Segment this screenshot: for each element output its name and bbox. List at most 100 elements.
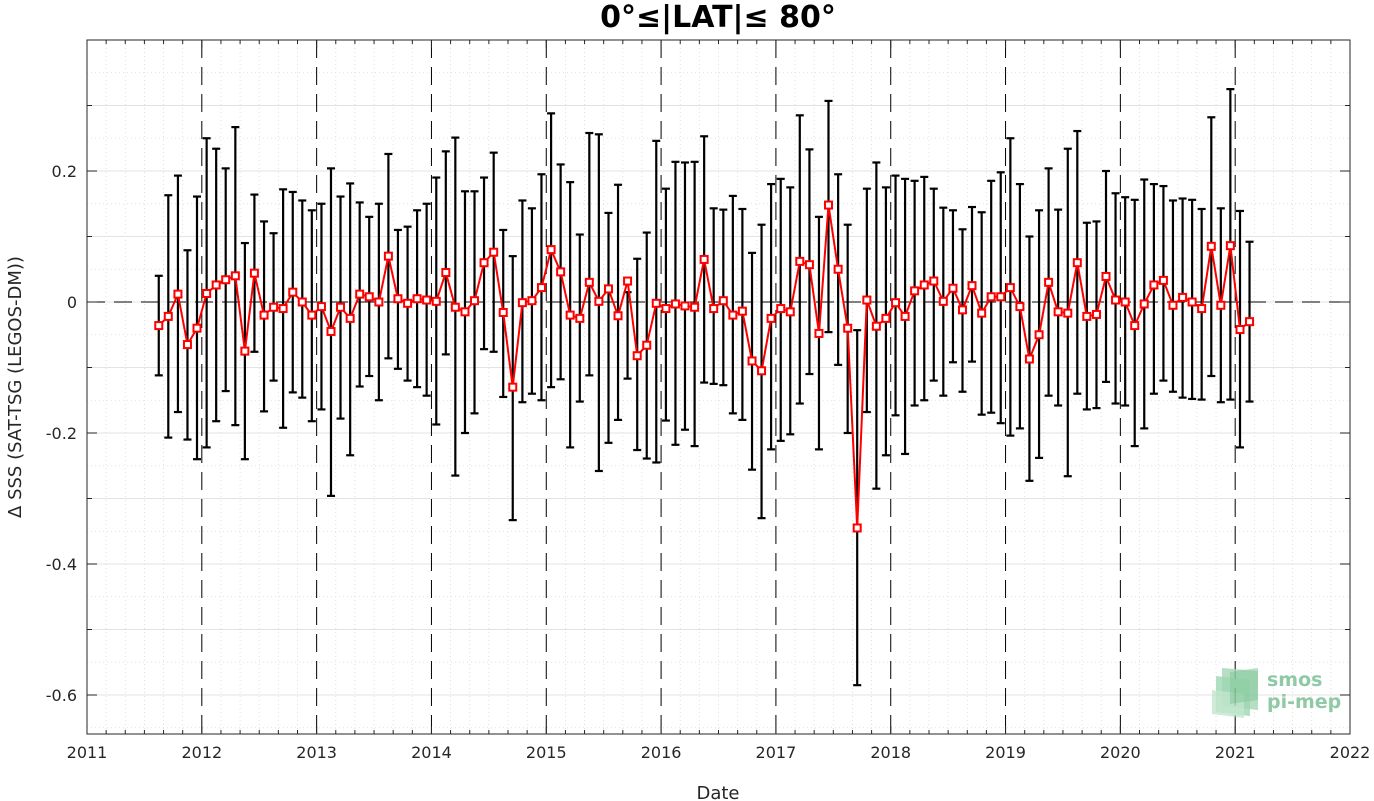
data-point-marker	[804, 260, 814, 270]
chart-title: 0°≤|LAT|≤ 80°	[600, 0, 836, 35]
x-tick-label: 2021	[1215, 743, 1256, 762]
data-point-marker	[412, 294, 422, 304]
data-point-marker	[240, 346, 250, 356]
data-point-marker	[967, 281, 977, 291]
data-point-marker	[1053, 307, 1063, 317]
data-point-marker	[1005, 283, 1015, 293]
x-tick-label: 2019	[985, 743, 1026, 762]
data-point-marker	[1120, 297, 1130, 307]
data-point-marker	[661, 304, 671, 314]
data-point-marker	[757, 366, 767, 376]
logo-text-pimep: pi-mep	[1267, 691, 1341, 713]
data-point-marker	[642, 340, 652, 350]
data-point-marker	[1082, 311, 1092, 321]
data-point-marker	[1130, 321, 1140, 331]
data-point-marker	[221, 275, 231, 285]
x-axis-label: Date	[696, 783, 739, 801]
data-point-marker	[1072, 258, 1082, 268]
y-tick-labels: 0.2 0 -0.2 -0.4 -0.6	[46, 162, 77, 705]
data-point-marker	[1206, 241, 1216, 251]
data-point-marker	[843, 323, 853, 333]
data-point-marker	[833, 264, 843, 274]
logo-text-smos: smos	[1267, 669, 1322, 691]
y-tick-label: 0	[67, 293, 77, 312]
data-point-marker	[479, 258, 489, 268]
data-point-marker	[1197, 304, 1207, 314]
smos-pi-mep-logo: smos pi-mep	[1212, 668, 1341, 718]
data-point-marker	[948, 283, 958, 293]
data-point-marker	[766, 313, 776, 323]
data-point-marker	[460, 307, 470, 317]
data-point-marker	[728, 310, 738, 320]
data-point-marker	[795, 256, 805, 266]
x-tick-label: 2012	[181, 743, 222, 762]
data-point-marker	[690, 302, 700, 312]
data-point-marker	[1139, 299, 1149, 309]
data-point-marker	[1063, 308, 1073, 318]
data-point-marker	[709, 304, 719, 314]
data-point-marker	[977, 308, 987, 318]
data-point-marker	[776, 304, 786, 314]
data-point-marker	[737, 306, 747, 316]
data-point-marker	[297, 297, 307, 307]
data-point-marker	[1149, 280, 1159, 290]
data-point-marker	[163, 311, 173, 321]
data-point-marker	[584, 277, 594, 287]
data-point-marker	[536, 283, 546, 293]
data-point-marker	[1015, 302, 1025, 312]
data-point-marker	[957, 305, 967, 315]
y-tick-label: 0.2	[52, 162, 77, 181]
data-point-marker	[919, 280, 929, 290]
data-point-marker	[431, 296, 441, 306]
data-point-marker	[910, 286, 920, 296]
data-point-marker	[202, 288, 212, 298]
data-point-marker	[881, 313, 891, 323]
data-point-marker	[718, 296, 728, 306]
logo-icon	[1212, 668, 1258, 718]
x-tick-label: 2013	[296, 743, 337, 762]
data-point-marker	[192, 323, 202, 333]
axis-ticks	[86, 40, 1351, 734]
data-point-marker	[489, 247, 499, 257]
data-point-marker	[517, 298, 527, 308]
data-point-marker	[1245, 317, 1255, 327]
y-axis-label: Δ SSS (SAT-TSG (LEGOS-DM))	[5, 256, 26, 518]
data-point-marker	[938, 296, 948, 306]
data-point-marker	[288, 287, 298, 297]
data-point-marker	[1024, 354, 1034, 364]
data-point-marker	[393, 294, 403, 304]
data-point-marker	[623, 276, 633, 286]
data-point-marker	[699, 254, 709, 264]
data-point-marker	[1216, 300, 1226, 310]
data-point-marker	[900, 311, 910, 321]
data-point-marker	[1168, 300, 1178, 310]
data-point-marker	[307, 310, 317, 320]
data-point-marker	[173, 289, 183, 299]
data-point-marker	[1034, 330, 1044, 340]
data-point-marker	[1101, 271, 1111, 281]
data-point-marker	[249, 268, 259, 278]
data-point-marker	[929, 276, 939, 286]
x-tick-label: 2016	[641, 743, 682, 762]
data-point-marker	[364, 292, 374, 302]
series-markers	[154, 200, 1255, 533]
plot-area	[87, 40, 1350, 734]
data-point-marker	[546, 245, 556, 255]
data-point-marker	[1111, 295, 1121, 305]
data-point-marker	[527, 296, 537, 306]
data-point-marker	[996, 292, 1006, 302]
data-point-marker	[422, 295, 432, 305]
data-point-marker	[1178, 292, 1188, 302]
data-point-marker	[1187, 297, 1197, 307]
data-point-marker	[182, 340, 192, 350]
data-point-marker	[441, 268, 451, 278]
data-point-marker	[594, 296, 604, 306]
y-tick-label: -0.6	[46, 686, 77, 705]
x-tick-label: 2014	[411, 743, 452, 762]
data-point-marker	[259, 310, 269, 320]
y-tick-label: -0.4	[46, 555, 77, 574]
data-point-marker	[565, 310, 575, 320]
data-point-marker	[470, 296, 480, 306]
data-point-marker	[604, 284, 614, 294]
